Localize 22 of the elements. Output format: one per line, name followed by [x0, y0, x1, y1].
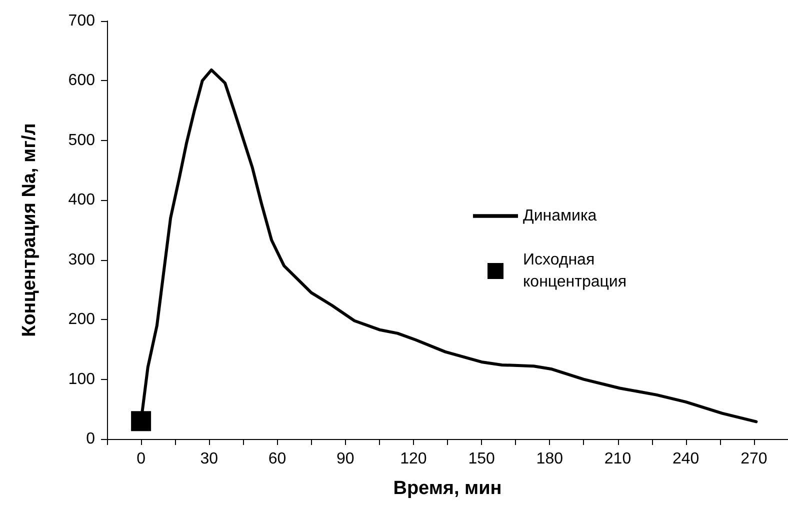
x-axis-title: Время, мин: [393, 478, 502, 499]
y-tick-label: 200: [68, 311, 96, 328]
y-tick-label: 400: [68, 192, 96, 209]
x-tick-label: 0: [136, 450, 146, 468]
legend-label: Динамика: [523, 208, 597, 224]
y-tick-label: 700: [68, 12, 96, 30]
x-tick-label: 210: [604, 450, 632, 468]
x-tick-label: 120: [400, 450, 427, 468]
legend-label: Исходная концентрация: [523, 252, 627, 290]
x-tick-label: 150: [468, 450, 495, 468]
y-tick-label: 0: [86, 430, 96, 448]
x-tick-label: 240: [672, 450, 700, 468]
x-tick-label: 180: [536, 450, 564, 468]
x-tick-label: 30: [200, 450, 218, 468]
y-tick-label: 500: [68, 132, 96, 149]
x-tick-label: 90: [336, 450, 354, 468]
x-tick-label: 270: [740, 450, 768, 468]
y-tick-label: 600: [68, 72, 96, 90]
y-tick-label: 100: [68, 370, 96, 388]
y-tick-label: 300: [68, 251, 96, 268]
y-axis-title: Концентрация Na, мг/л: [19, 123, 40, 337]
x-tick-label: 60: [268, 450, 286, 468]
